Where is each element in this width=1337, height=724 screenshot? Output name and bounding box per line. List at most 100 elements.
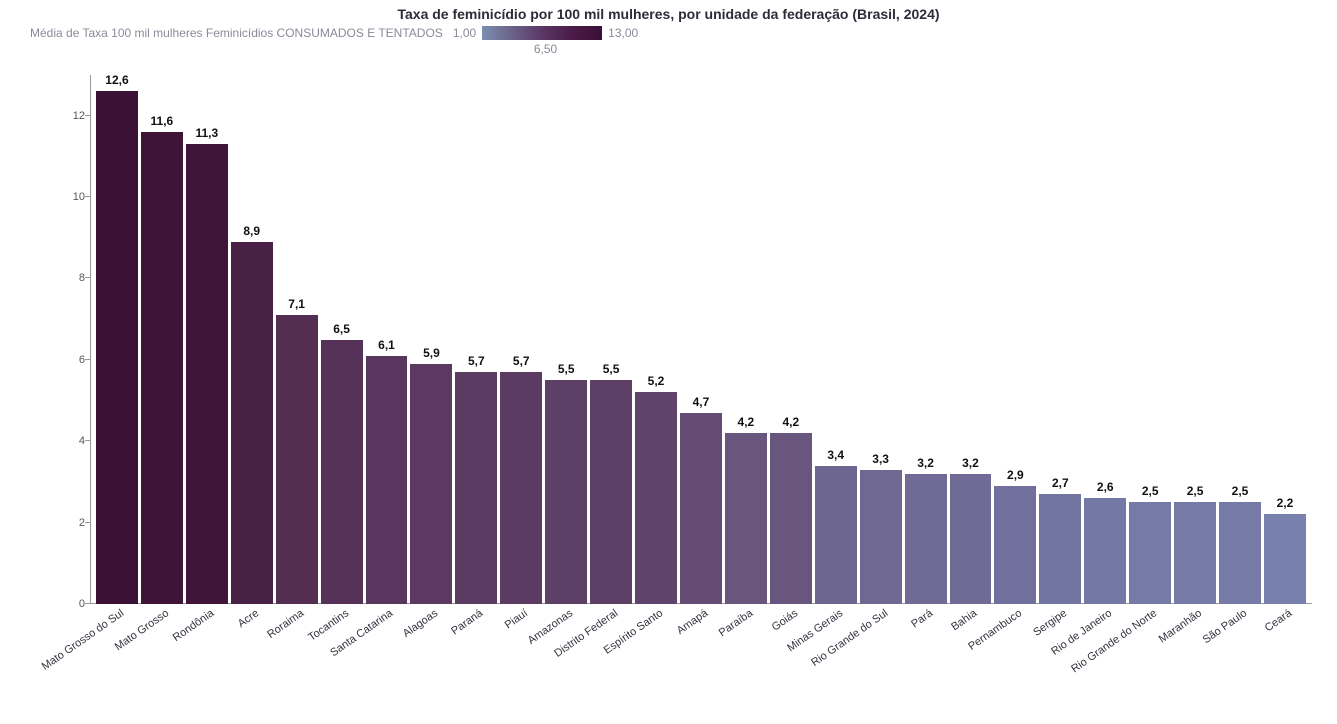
x-category-label: Bahia — [950, 607, 980, 633]
x-category-label: Rio Grande do Sul — [809, 607, 890, 669]
bar-value-label: 12,6 — [105, 73, 128, 87]
x-category-label: Paraná — [450, 607, 486, 637]
bars-group: 12,6Mato Grosso do Sul11,6Mato Grosso11,… — [90, 75, 1312, 604]
bar-value-label: 7,1 — [288, 297, 305, 311]
bar: 11,6 — [141, 132, 183, 604]
bar-slot: 3,3Rio Grande do Sul — [860, 75, 902, 604]
x-category-label: Roraima — [265, 607, 306, 641]
bar-slot: 7,1Roraima — [276, 75, 318, 604]
x-category-label: Piauí — [503, 607, 530, 631]
bar: 6,5 — [321, 340, 363, 605]
bar: 5,7 — [455, 372, 497, 604]
y-tick-mark — [85, 196, 90, 197]
bar-slot: 5,5Amazonas — [545, 75, 587, 604]
bar: 5,5 — [545, 380, 587, 604]
bar: 2,5 — [1219, 502, 1261, 604]
y-tick-label: 0 — [60, 598, 85, 610]
bar-slot: 8,9Acre — [231, 75, 273, 604]
bar-value-label: 2,7 — [1052, 476, 1069, 490]
bar-value-label: 2,5 — [1187, 484, 1204, 498]
bar: 12,6 — [96, 91, 138, 604]
x-category-label: Goiás — [770, 607, 800, 633]
bar-value-label: 4,2 — [782, 415, 799, 429]
bar-slot: 2,2Ceará — [1264, 75, 1306, 604]
bar-slot: 4,2Paraíba — [725, 75, 767, 604]
bar-slot: 11,3Rondônia — [186, 75, 228, 604]
bar-value-label: 11,6 — [151, 114, 174, 128]
bar: 7,1 — [276, 315, 318, 604]
bar-slot: 6,1Santa Catarina — [366, 75, 408, 604]
bar: 2,9 — [994, 486, 1036, 604]
bar: 5,7 — [500, 372, 542, 604]
y-tick-label: 6 — [60, 354, 85, 366]
bar: 3,3 — [860, 470, 902, 604]
y-tick-mark — [85, 359, 90, 360]
y-tick-mark — [85, 277, 90, 278]
bar-slot: 3,4Minas Gerais — [815, 75, 857, 604]
bar-slot: 3,2Bahia — [950, 75, 992, 604]
color-legend: Média de Taxa 100 mil mulheres Feminicíd… — [0, 26, 1337, 56]
bar-value-label: 4,2 — [738, 415, 755, 429]
bar: 4,7 — [680, 413, 722, 604]
bar-value-label: 3,2 — [962, 456, 979, 470]
x-category-label: Alagoas — [401, 607, 440, 640]
bar-value-label: 3,4 — [827, 448, 844, 462]
bar-value-label: 5,9 — [423, 346, 440, 360]
bar-slot: 2,5Maranhão — [1174, 75, 1216, 604]
bar-value-label: 2,5 — [1142, 484, 1159, 498]
bar: 11,3 — [186, 144, 228, 604]
bar-value-label: 3,3 — [872, 452, 889, 466]
x-category-label: Sergipe — [1032, 607, 1070, 639]
bar: 2,5 — [1129, 502, 1171, 604]
bar-slot: 3,2Pará — [905, 75, 947, 604]
legend-min: 1,00 — [453, 26, 476, 40]
y-tick-mark — [85, 115, 90, 116]
bar-value-label: 2,6 — [1097, 480, 1114, 494]
x-category-label: Ceará — [1263, 607, 1294, 634]
bar-slot: 12,6Mato Grosso do Sul — [96, 75, 138, 604]
bar-slot: 2,6Rio de Janeiro — [1084, 75, 1126, 604]
bar-value-label: 5,7 — [513, 354, 530, 368]
bar-slot: 6,5Tocantins — [321, 75, 363, 604]
y-tick-label: 12 — [60, 110, 85, 122]
bar-value-label: 5,7 — [468, 354, 485, 368]
bar-slot: 5,2Espírito Santo — [635, 75, 677, 604]
y-tick-label: 4 — [60, 435, 85, 447]
bar-value-label: 5,5 — [603, 362, 620, 376]
x-category-label: Rio Grande do Norte — [1069, 607, 1159, 675]
y-tick-mark — [85, 522, 90, 523]
bar-slot: 2,9Pernambuco — [994, 75, 1036, 604]
x-category-label: São Paulo — [1201, 607, 1249, 646]
bar-slot: 2,5Rio Grande do Norte — [1129, 75, 1171, 604]
bar-slot: 11,6Mato Grosso — [141, 75, 183, 604]
y-tick-mark — [85, 603, 90, 604]
bar: 2,5 — [1174, 502, 1216, 604]
legend-gradient — [482, 26, 602, 40]
bar-slot: 5,7Paraná — [455, 75, 497, 604]
legend-range: 1,00 13,00 — [453, 26, 638, 40]
bar-value-label: 2,5 — [1232, 484, 1249, 498]
legend-max: 13,00 — [608, 26, 638, 40]
y-tick-label: 2 — [60, 517, 85, 529]
bar: 2,6 — [1084, 498, 1126, 604]
bar-value-label: 3,2 — [917, 456, 934, 470]
bar: 2,7 — [1039, 494, 1081, 604]
x-category-label: Maranhão — [1157, 607, 1204, 645]
y-tick-mark — [85, 440, 90, 441]
bar-value-label: 4,7 — [693, 395, 710, 409]
bar: 5,5 — [590, 380, 632, 604]
bar: 3,2 — [950, 474, 992, 604]
bar: 5,2 — [635, 392, 677, 604]
bar-slot: 4,7Amapá — [680, 75, 722, 604]
bar-value-label: 8,9 — [243, 224, 260, 238]
bar-value-label: 5,5 — [558, 362, 575, 376]
plot-area: 12,6Mato Grosso do Sul11,6Mato Grosso11,… — [90, 75, 1312, 604]
legend-label: Média de Taxa 100 mil mulheres Feminicíd… — [30, 26, 443, 40]
bar-slot: 2,7Sergipe — [1039, 75, 1081, 604]
chart-container: Taxa de feminicídio por 100 mil mulheres… — [0, 0, 1337, 724]
bar: 8,9 — [231, 242, 273, 604]
bar: 3,4 — [815, 466, 857, 604]
bar-value-label: 6,1 — [378, 338, 395, 352]
bar-value-label: 6,5 — [333, 322, 350, 336]
x-category-label: Pará — [909, 607, 935, 630]
